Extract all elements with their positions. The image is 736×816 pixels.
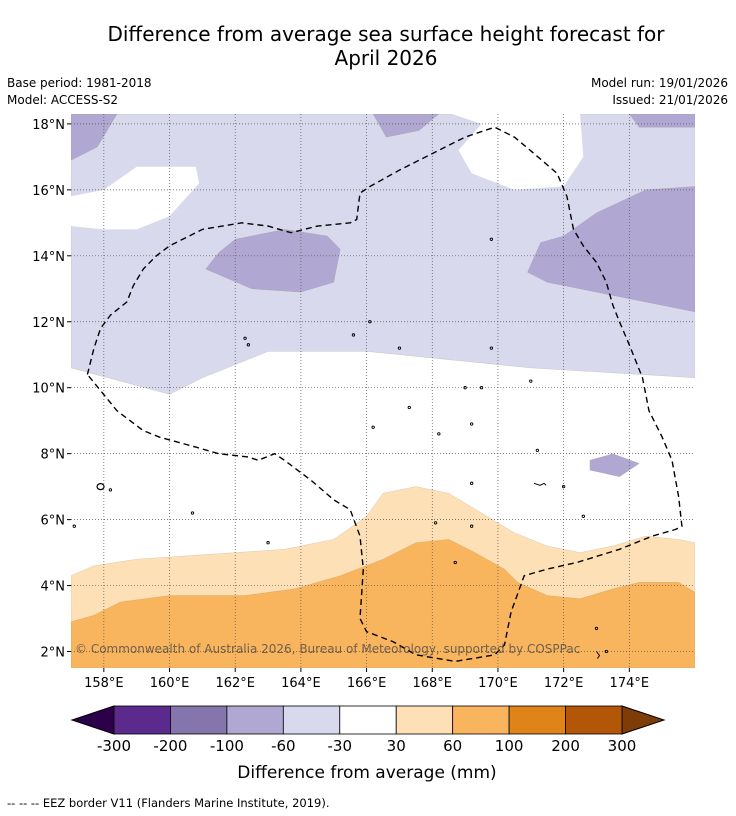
island-mark-3 [266,541,270,545]
title-line-2: April 2026 [334,46,438,70]
island-mark-24 [604,649,608,654]
x-axis-ticks: 158°E 160°E 162°E 164°E 166°E 168°E 170°E 172°E… [84,668,649,691]
island-mark-2 [190,511,195,515]
meta-right: Model run: 19/01/2026 Issued: 21/01/2026 [591,75,728,109]
contour-region-2 [452,114,584,190]
island-mark-12 [463,386,467,390]
island-mark-13 [407,405,411,410]
island-mark-1 [72,524,76,528]
colorbar-tick-label-5: 30 [387,737,406,755]
island-mark-large [96,483,105,491]
colorbar-tick-label-4: -30 [328,737,353,755]
contour-region-5 [629,114,695,128]
colorbar-swatch-3 [282,705,341,735]
y-tick-label-14: 14°N [32,250,65,265]
colorbar-swatch-5 [395,705,454,735]
x-tick-label-172: 172°E [544,676,584,691]
contour-region-1 [71,166,200,230]
x-tick-label-166: 166°E [347,676,387,691]
model-run-text: Model run: 19/01/2026 [590,76,728,90]
colorbar-swatch-0 [113,705,171,735]
copyright-text: © Commonwealth of Australia 2026, Bureau… [75,642,580,656]
contour-regions [71,114,695,668]
contour-region-6 [205,229,341,293]
colorbar-tick-label-7: 100 [495,737,524,755]
y-tick-label-18: 18°N [32,118,65,133]
colorbar-swatch-7 [508,705,566,735]
island-mark-5 [246,343,250,347]
x-tick-label-174: 174°E [610,676,650,691]
colorbar-tick-label-2: -100 [210,737,244,755]
y-tick-label-2: 2°N [41,646,66,661]
island-mark-22 [453,560,457,565]
x-tick-label-158: 158°E [84,676,124,691]
footnote-eez-source: -- -- -- EEZ border V11 (Flanders Marine… [7,796,330,810]
colorbar-swatch-2 [226,705,284,735]
forecast-map-chart: © Commonwealth of Australia 2026, Bureau… [32,114,695,783]
contour-region-7 [527,186,695,313]
meta-left: Base period: 1981-2018 Model: ACCESS-S2 [7,75,152,109]
island-mark-23 [594,626,599,631]
island-mark-25 [489,237,494,241]
colorbar-tick-label-8: 200 [551,737,580,755]
contour-region-10 [71,539,695,668]
colorbar-swatch-1 [170,705,228,735]
island-mark-10 [529,379,533,383]
x-tick-label-162: 162°E [215,676,255,691]
island-mark-14 [371,425,375,429]
island-mark-20 [470,524,474,528]
island-mark-0 [108,488,113,492]
eez-border-line [86,126,683,663]
x-tick-label-164: 164°E [281,676,321,691]
y-axis-ticks: 2°N 4°N 6°N 8°N 10°N 12°N 14°N 16°N 18°N [32,118,71,661]
title-line-1: Difference from average sea surface heig… [107,22,665,46]
issued-text: Issued: 21/01/2026 [612,93,728,107]
x-tick-label-160: 160°E [150,676,190,691]
colorbar-label: Difference from average (mm) [237,763,496,783]
colorbar: -300 -200 -100 -60 -30 30 60 100 200 300 [70,705,666,755]
island-mark-8 [397,346,402,350]
contour-region-8 [589,453,640,477]
island-mark-16 [470,422,474,426]
base-period-text: Base period: 1981-2018 [7,76,152,90]
colorbar-tick-label-0: -300 [97,737,131,755]
island-mark-19 [581,514,585,518]
island-mark-17 [535,448,540,453]
y-tick-label-8: 8°N [41,448,66,463]
colorbar-tick-label-9: 300 [608,737,637,755]
eez-border [86,126,683,663]
x-tick-label-168: 168°E [412,676,452,691]
island-mark-6 [351,333,356,337]
model-text: Model: ACCESS-S2 [7,93,119,107]
x-tick-label-170: 170°E [478,676,518,691]
y-tick-label-4: 4°N [41,580,66,595]
island-mark-26 [470,481,474,485]
colorbar-tick-label-1: -200 [153,737,187,755]
colorbar-swatch-4 [339,705,397,735]
y-tick-label-10: 10°N [32,382,65,397]
island-mark-7 [368,320,372,324]
island-atoll-0 [533,482,547,486]
contour-region-3 [71,114,118,161]
island-mark-18 [561,484,566,489]
colorbar-extend-low [70,705,115,735]
island-mark-15 [437,432,441,436]
contour-region-4 [372,114,440,138]
island-atoll-1 [596,651,601,659]
island-mark-21 [433,521,438,525]
island-mark-11 [479,386,484,390]
colorbar-swatch-6 [452,705,510,735]
colorbar-swatch-8 [565,705,623,735]
islands [72,237,608,659]
colorbar-tick-label-6: 60 [443,737,462,755]
colorbar-tick-label-3: -60 [271,737,296,755]
colorbar-extend-high [621,705,666,735]
island-mark-9 [489,346,494,350]
y-tick-label-12: 12°N [32,316,65,331]
y-tick-label-16: 16°N [32,184,65,199]
page-title: Difference from average sea surface heig… [0,22,736,70]
y-tick-label-6: 6°N [41,514,66,529]
island-mark-4 [243,336,247,340]
grid-lines [71,114,695,668]
